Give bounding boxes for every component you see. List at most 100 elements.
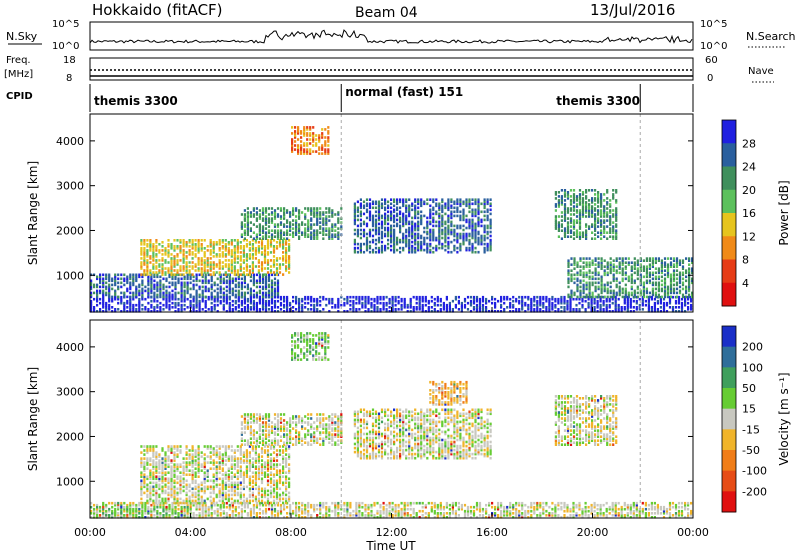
heatmap-cell xyxy=(591,225,594,228)
heatmap-cell xyxy=(424,297,427,301)
heatmap-cell xyxy=(240,287,243,291)
heatmap-cell xyxy=(204,289,207,293)
heatmap-cell xyxy=(423,214,426,218)
heatmap-cell xyxy=(573,259,576,262)
heatmap-cell xyxy=(239,257,242,260)
heatmap-cell xyxy=(573,291,576,295)
heatmap-cell xyxy=(394,308,397,311)
heatmap-cell xyxy=(597,217,600,220)
heatmap-cell xyxy=(140,239,143,242)
heatmap-cell xyxy=(380,222,384,226)
heatmap-cell xyxy=(456,208,459,212)
heatmap-cell xyxy=(246,217,249,220)
heatmap-cell xyxy=(629,306,632,309)
heatmap-cell xyxy=(282,251,285,254)
heatmap-cell xyxy=(264,516,268,519)
heatmap-cell xyxy=(316,233,319,236)
heatmap-cell xyxy=(454,295,457,299)
heatmap-cell xyxy=(146,265,149,268)
heatmap-cell xyxy=(681,293,685,297)
heatmap-cell xyxy=(221,245,224,248)
heatmap-cell xyxy=(209,263,212,266)
heatmap-cell xyxy=(382,308,385,311)
heatmap-cell xyxy=(353,248,356,252)
heatmap-cell xyxy=(270,233,274,236)
nsky-tick-bottom: 10^0 xyxy=(52,41,79,52)
heatmap-cell xyxy=(149,271,152,274)
heatmap-cell xyxy=(557,308,560,311)
heatmap-cell xyxy=(144,503,147,507)
heatmap-cell xyxy=(382,505,385,509)
heatmap-cell xyxy=(212,249,215,252)
heatmap-cell xyxy=(597,193,600,196)
heatmap-cell xyxy=(582,279,585,283)
heatmap-cell xyxy=(633,295,636,299)
heatmap-cell xyxy=(427,514,430,517)
heatmap-cell xyxy=(132,306,135,309)
heatmap-cell xyxy=(582,285,585,289)
heatmap-cell xyxy=(346,301,349,305)
heatmap-cell xyxy=(353,202,356,206)
heatmap-cell xyxy=(266,271,270,274)
heatmap-cell xyxy=(475,303,479,307)
heatmap-cell xyxy=(161,253,164,256)
heatmap-cell xyxy=(674,301,678,305)
heatmap-cell xyxy=(138,293,141,297)
heatmap-cell xyxy=(388,512,391,515)
heatmap-cell xyxy=(200,257,203,260)
heatmap-cell xyxy=(690,303,693,307)
heatmap-cell xyxy=(681,265,685,268)
heatmap-cell xyxy=(129,285,132,289)
heatmap-cell xyxy=(188,273,191,276)
heatmap-cell xyxy=(439,514,442,517)
heatmap-cell xyxy=(267,283,271,287)
heatmap-cell xyxy=(635,306,638,309)
heatmap-cell xyxy=(585,209,588,212)
heatmap-cell xyxy=(204,310,207,313)
heatmap-cell xyxy=(325,514,328,517)
heatmap-cell xyxy=(240,227,243,230)
heatmap-cell xyxy=(249,308,252,311)
heatmap-cell xyxy=(96,285,99,289)
heatmap-cell xyxy=(246,211,249,214)
heatmap-cell xyxy=(603,211,606,214)
heatmap-cell xyxy=(426,198,429,201)
heatmap-cell xyxy=(197,251,200,254)
heatmap-cell xyxy=(353,210,356,214)
heatmap-cell xyxy=(123,293,126,297)
heatmap-cell xyxy=(688,283,691,287)
heatmap-cell xyxy=(167,267,170,270)
heatmap-cell xyxy=(301,221,304,224)
heatmap-cell xyxy=(167,239,170,242)
heatmap-cell xyxy=(191,245,194,248)
heatmap-cell xyxy=(230,265,233,268)
heatmap-cell xyxy=(623,297,626,301)
heatmap-cell xyxy=(472,514,476,517)
heatmap-cell xyxy=(530,308,533,311)
heatmap-cell xyxy=(462,202,465,206)
heatmap-cell xyxy=(390,248,393,252)
heatmap-cell xyxy=(563,301,566,305)
heatmap-cell xyxy=(666,257,670,260)
heatmap-cell xyxy=(240,301,243,305)
heatmap-cell xyxy=(417,240,420,244)
heatmap-cell xyxy=(406,306,409,309)
heatmap-cell xyxy=(252,295,255,299)
heatmap-cell xyxy=(313,237,316,240)
heatmap-cell xyxy=(331,501,334,505)
heatmap-cell xyxy=(451,503,454,507)
heatmap-cell xyxy=(603,271,606,275)
heatmap-cell xyxy=(198,279,201,283)
heatmap-cell xyxy=(289,514,292,517)
heatmap-cell xyxy=(292,231,295,234)
heatmap-cell xyxy=(384,200,387,204)
heatmap-cell xyxy=(585,201,588,204)
heatmap-cell xyxy=(612,269,615,272)
heatmap-cell xyxy=(201,507,204,511)
heatmap-cell xyxy=(459,202,462,206)
heatmap-cell xyxy=(393,204,396,208)
heatmap-cell xyxy=(264,283,268,287)
heatmap-cell xyxy=(615,199,618,202)
heatmap-cell xyxy=(576,287,579,291)
heatmap-cell xyxy=(566,231,570,234)
